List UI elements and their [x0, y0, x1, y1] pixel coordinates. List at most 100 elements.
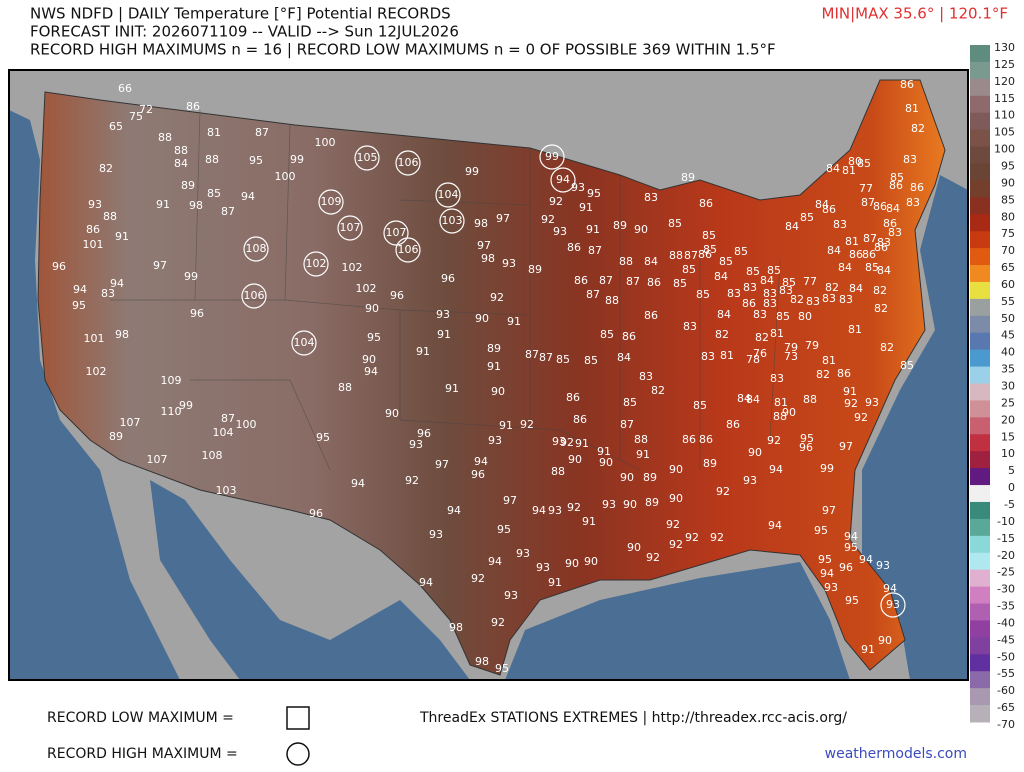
station-value: 97 [477, 239, 491, 252]
station-value: 107 [120, 416, 141, 429]
station-value: 86 [873, 200, 887, 213]
colorbar-segment [970, 468, 990, 486]
colorbar-segment [970, 231, 990, 249]
station-value: 95 [367, 331, 381, 344]
station-value: 86 [910, 181, 924, 194]
station-value: 86 [573, 413, 587, 426]
station-value: 103 [216, 484, 237, 497]
colorbar-segment [970, 671, 990, 689]
title: NWS NDFD | DAILY Temperature [°F] Potent… [30, 5, 451, 23]
station-value: 86 [849, 248, 863, 261]
station-value: 83 [806, 295, 820, 308]
station-value: 83 [779, 284, 793, 297]
station-value: 82 [873, 284, 887, 297]
brand: weathermodels.com [825, 746, 967, 762]
station-value: 87 [255, 126, 269, 139]
station-value: 96 [190, 307, 204, 320]
station-value: 90 [385, 407, 399, 420]
station-value: 83 [639, 370, 653, 383]
colorbar-tick-label: 115 [994, 92, 1015, 105]
station-value: 96 [52, 260, 66, 273]
station-value: 83 [906, 196, 920, 209]
colorbar-tick-label: -55 [997, 667, 1015, 680]
station-value: 88 [205, 153, 219, 166]
colorbar-segment [970, 417, 990, 435]
station-value: 92 [854, 411, 868, 424]
station-value: 95 [495, 662, 509, 675]
station-value: 88 [103, 210, 117, 223]
station-value: 96 [839, 561, 853, 574]
station-value: 99 [290, 153, 304, 166]
station-value: 90 [475, 312, 489, 325]
colorbar-segment [970, 78, 990, 97]
record-station-value: 94 [556, 173, 570, 186]
station-value: 99 [820, 462, 834, 475]
colorbar-tick-label: 55 [1001, 295, 1015, 308]
record-circle [880, 592, 906, 618]
colorbar-segment [970, 705, 990, 723]
record-circle [291, 330, 317, 356]
station-value: 90 [599, 456, 613, 469]
colorbar-tick-label: 85 [1001, 193, 1015, 206]
station-value: 83 [683, 320, 697, 333]
station-value: 91 [115, 230, 129, 243]
station-value: 84 [746, 393, 760, 406]
station-value: 86 [647, 276, 661, 289]
station-value: 88 [338, 381, 352, 394]
station-value: 92 [646, 551, 660, 564]
station-value: 91 [487, 360, 501, 373]
station-value: 90 [491, 385, 505, 398]
summary: RECORD HIGH MAXIMUMS n = 16 | RECORD LOW… [30, 41, 776, 59]
station-value: 86 [567, 241, 581, 254]
colorbar-segment [970, 569, 990, 588]
station-value: 87 [586, 288, 600, 301]
station-value: 88 [551, 465, 565, 478]
station-value: 97 [153, 259, 167, 272]
station-value: 93 [865, 396, 879, 409]
station-value: 82 [874, 302, 888, 315]
colorbar: 1301251201151101051009590858075706560555… [970, 41, 1015, 731]
station-value: 82 [880, 341, 894, 354]
station-value: 85 [800, 211, 814, 224]
colorbar-tick-label: -20 [997, 549, 1015, 562]
station-value: 66 [118, 82, 132, 95]
colorbar-segment [970, 654, 990, 672]
station-value: 92 [844, 397, 858, 410]
colorbar-tick-label: -60 [997, 684, 1015, 697]
station-value: 83 [877, 236, 891, 249]
station-value: 86 [699, 197, 713, 210]
colorbar-segment [970, 518, 990, 537]
station-value: 107 [147, 453, 168, 466]
station-value: 85 [702, 229, 716, 242]
station-value: 81 [720, 349, 734, 362]
station-value: 84 [644, 255, 658, 268]
station-value: 96 [471, 468, 485, 481]
colorbar-tick-label: 130 [994, 41, 1015, 54]
station-value: 85 [746, 265, 760, 278]
station-value: 100 [315, 136, 336, 149]
station-value: 86 [883, 217, 897, 230]
station-value: 92 [716, 485, 730, 498]
record-station-value: 106 [398, 243, 419, 256]
station-value: 97 [503, 494, 517, 507]
station-value: 97 [435, 458, 449, 471]
record-circle [303, 251, 329, 277]
colorbar-segment [970, 603, 990, 621]
station-value: 77 [859, 182, 873, 195]
colorbar-tick-label: 70 [1001, 244, 1015, 257]
station-value: 93 [553, 225, 567, 238]
colorbar-segment [970, 535, 990, 554]
station-value: 90 [669, 463, 683, 476]
station-value: 84 [838, 261, 852, 274]
station-value: 83 [727, 287, 741, 300]
station-value: 94 [768, 519, 782, 532]
station-value: 94 [820, 567, 834, 580]
station-value: 98 [481, 252, 495, 265]
colorbar-tick-label: 60 [1001, 278, 1015, 291]
colorbar-tick-label: 0 [1008, 481, 1015, 494]
us-temperature-field [37, 79, 946, 676]
record-station-value: 109 [321, 195, 342, 208]
station-value: 88 [634, 433, 648, 446]
station-value: 83 [101, 287, 115, 300]
station-value: 88 [174, 144, 188, 157]
